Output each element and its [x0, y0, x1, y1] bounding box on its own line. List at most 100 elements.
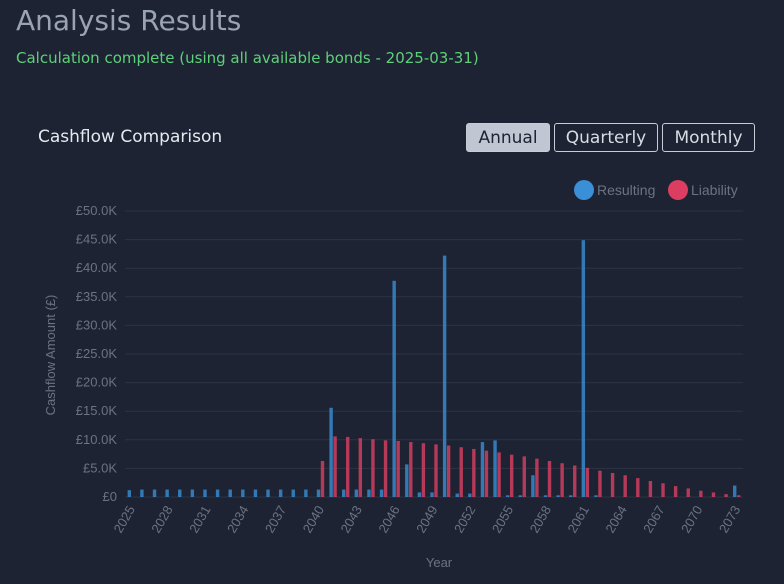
liability-bar-2041[interactable]	[333, 436, 337, 497]
quarterly-toggle-button[interactable]: Quarterly	[554, 123, 658, 152]
resulting-bar-2028[interactable]	[165, 489, 169, 497]
page-title: Analysis Results	[16, 4, 242, 37]
liability-bar-2043[interactable]	[358, 438, 363, 497]
legend-swatch-resulting[interactable]	[574, 180, 594, 200]
resulting-bar-2050[interactable]	[442, 255, 447, 497]
legend-label-liability[interactable]: Liability	[691, 182, 738, 198]
monthly-toggle-button[interactable]: Monthly	[662, 123, 755, 152]
resulting-bar-2054[interactable]	[493, 440, 497, 497]
y-tick-label: £25.0K	[76, 346, 118, 361]
liability-bar-2056[interactable]	[522, 456, 526, 497]
liability-bar-2042[interactable]	[346, 436, 350, 497]
liability-bar-2049[interactable]	[434, 444, 438, 497]
resulting-bar-2034[interactable]	[241, 489, 245, 497]
resulting-bar-2051[interactable]	[455, 493, 459, 497]
resulting-bar-2041[interactable]	[329, 407, 333, 497]
resulting-bar-2039[interactable]	[304, 489, 308, 497]
resulting-bar-2052[interactable]	[468, 493, 472, 497]
annual-toggle-button[interactable]: Annual	[466, 123, 550, 152]
liability-bar-2044[interactable]	[371, 439, 375, 497]
y-tick-label: £20.0K	[76, 375, 118, 390]
liability-bar-2053[interactable]	[484, 450, 489, 497]
resulting-bar-2046[interactable]	[392, 280, 396, 497]
x-tick-label: 2040	[300, 503, 327, 536]
y-tick-label: £45.0K	[76, 232, 118, 247]
liability-bar-2064[interactable]	[623, 475, 627, 497]
legend-swatch-liability[interactable]	[668, 180, 688, 200]
resulting-bar-2025[interactable]	[127, 490, 132, 497]
liability-bar-2055[interactable]	[509, 454, 514, 497]
resulting-bar-2048[interactable]	[417, 492, 422, 497]
status-message: Calculation complete (using all availabl…	[16, 49, 479, 67]
resulting-bar-2073[interactable]	[732, 485, 737, 497]
liability-bar-2045[interactable]	[383, 440, 388, 497]
resulting-bar-2033[interactable]	[228, 489, 232, 497]
resulting-bar-2056[interactable]	[518, 495, 522, 497]
liability-bar-2040[interactable]	[320, 460, 325, 497]
resulting-bar-2038[interactable]	[291, 489, 295, 497]
resulting-bar-2031[interactable]	[203, 489, 207, 497]
liability-bar-2061[interactable]	[585, 467, 590, 497]
x-tick-label: 2025	[110, 503, 137, 536]
liability-bar-2069[interactable]	[686, 488, 690, 497]
liability-bar-2048[interactable]	[421, 443, 426, 497]
liability-bar-2060[interactable]	[573, 465, 577, 497]
x-tick-label: 2049	[413, 503, 440, 536]
legend-label-resulting[interactable]: Resulting	[597, 182, 655, 198]
x-tick-label: 2055	[489, 503, 516, 536]
liability-bar-2068[interactable]	[673, 486, 678, 497]
y-tick-label: £15.0K	[76, 403, 118, 418]
resulting-bar-2061[interactable]	[581, 240, 586, 497]
liability-bar-2054[interactable]	[497, 452, 501, 497]
liability-bar-2051[interactable]	[459, 447, 463, 497]
resulting-bar-2057[interactable]	[531, 475, 535, 497]
liability-bar-2057[interactable]	[535, 458, 539, 497]
chart-card-title: Cashflow Comparison	[38, 127, 223, 147]
liability-bar-2050[interactable]	[446, 445, 451, 497]
resulting-bar-2062[interactable]	[594, 495, 598, 497]
resulting-bar-2040[interactable]	[316, 489, 321, 497]
resulting-bar-2045[interactable]	[379, 489, 384, 497]
resulting-bar-2044[interactable]	[367, 489, 371, 497]
resulting-bar-2059[interactable]	[556, 495, 560, 497]
resulting-bar-2042[interactable]	[342, 489, 346, 497]
liability-bar-2073[interactable]	[736, 495, 741, 497]
liability-bar-2067[interactable]	[661, 483, 665, 497]
liability-bar-2071[interactable]	[711, 492, 716, 497]
liability-bar-2046[interactable]	[396, 440, 400, 497]
liability-bar-2047[interactable]	[409, 442, 413, 497]
liability-bar-2052[interactable]	[472, 448, 476, 497]
resulting-bar-2060[interactable]	[569, 495, 573, 497]
y-tick-label: £40.0K	[76, 260, 118, 275]
x-tick-label: 2046	[375, 503, 402, 536]
resulting-bar-2027[interactable]	[152, 489, 157, 497]
resulting-bar-2036[interactable]	[266, 489, 270, 497]
y-tick-label: £0	[103, 489, 117, 504]
resulting-bar-2035[interactable]	[253, 489, 258, 497]
x-tick-label: 2058	[527, 503, 554, 536]
liability-bar-2062[interactable]	[598, 470, 602, 497]
liability-bar-2063[interactable]	[610, 472, 615, 497]
x-tick-label: 2031	[186, 503, 213, 536]
resulting-bar-2032[interactable]	[215, 489, 220, 497]
liability-bar-2072[interactable]	[724, 494, 728, 497]
resulting-bar-2047[interactable]	[405, 464, 409, 497]
liability-bar-2059[interactable]	[560, 463, 564, 497]
liability-bar-2066[interactable]	[648, 480, 653, 497]
resulting-bar-2029[interactable]	[178, 489, 182, 497]
liability-bar-2058[interactable]	[547, 460, 552, 497]
resulting-bar-2055[interactable]	[505, 495, 510, 497]
resulting-bar-2049[interactable]	[430, 492, 434, 497]
liability-bar-2065[interactable]	[636, 478, 640, 497]
resulting-bar-2037[interactable]	[278, 489, 283, 497]
x-tick-label: 2067	[640, 503, 667, 536]
resulting-bar-2043[interactable]	[354, 489, 359, 497]
resulting-bar-2026[interactable]	[140, 489, 144, 497]
x-tick-label: 2052	[451, 503, 478, 536]
resulting-bar-2058[interactable]	[543, 495, 548, 497]
chart-legend[interactable]: Resulting Liability	[574, 180, 738, 200]
x-tick-label: 2070	[678, 503, 705, 536]
resulting-bar-2053[interactable]	[480, 442, 485, 497]
resulting-bar-2030[interactable]	[190, 489, 195, 497]
liability-bar-2070[interactable]	[699, 490, 703, 497]
